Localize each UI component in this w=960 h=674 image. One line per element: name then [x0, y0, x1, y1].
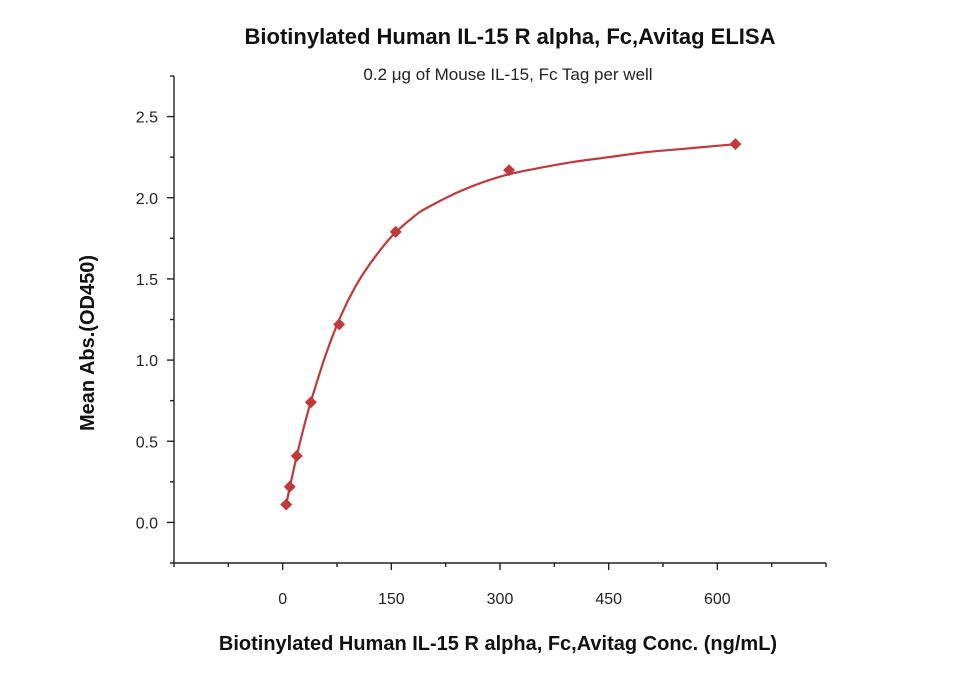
y-axis-label: Mean Abs.(OD450) — [77, 255, 99, 431]
y-tick-label: 1.0 — [136, 353, 158, 370]
data-point — [503, 164, 516, 177]
x-axis-label: Biotinylated Human IL-15 R alpha, Fc,Avi… — [219, 633, 777, 655]
data-point — [283, 480, 296, 493]
x-tick-label: 150 — [378, 591, 405, 608]
chart-title: Biotinylated Human IL-15 R alpha, Fc,Avi… — [245, 24, 776, 49]
y-tick-label: 0.0 — [136, 515, 158, 532]
data-points — [280, 138, 742, 511]
y-tick-label: 0.5 — [136, 434, 158, 451]
data-point — [333, 318, 346, 331]
data-point — [280, 498, 293, 511]
fit-curve — [285, 143, 736, 505]
x-tick-label: 300 — [487, 591, 514, 608]
y-axis-ticks: 0.0 0.5 1.0 1.5 2.0 2.5 — [136, 75, 174, 564]
data-point — [389, 225, 402, 238]
y-tick-label: 2.5 — [136, 110, 158, 127]
data-point — [729, 138, 742, 151]
x-axis-ticks: 0 150 300 450 600 — [173, 563, 827, 608]
x-tick-label: 450 — [595, 591, 622, 608]
y-tick-label: 2.0 — [136, 191, 158, 208]
x-tick-label: 600 — [704, 591, 731, 608]
data-point — [304, 396, 317, 409]
y-tick-label: 1.5 — [136, 272, 158, 289]
data-point — [290, 449, 303, 462]
chart-subtitle: 0.2 μg of Mouse IL-15, Fc Tag per well — [363, 65, 652, 84]
x-tick-label: 0 — [278, 591, 287, 608]
